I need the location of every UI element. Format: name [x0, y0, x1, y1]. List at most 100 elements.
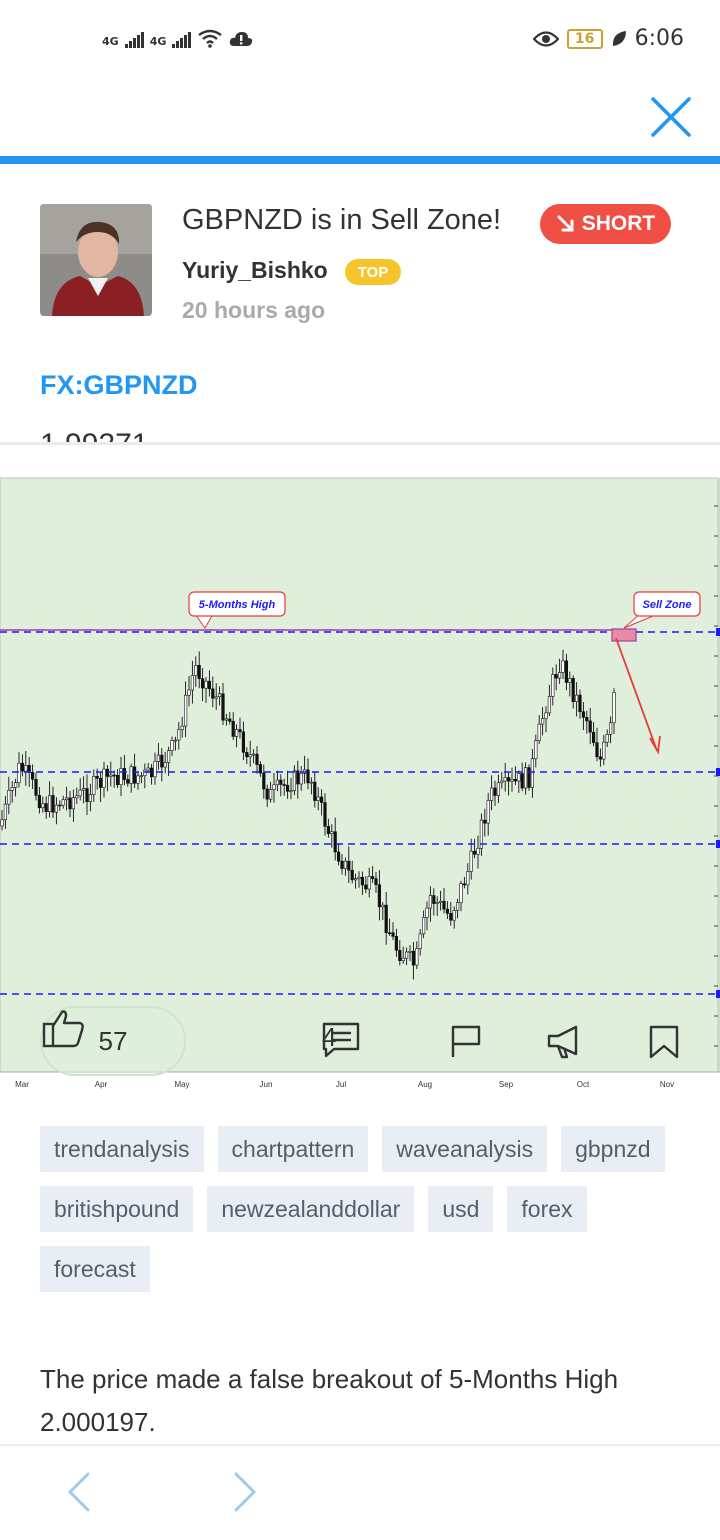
close-icon[interactable]	[648, 94, 694, 140]
candle-body	[51, 795, 55, 813]
candle-body	[343, 860, 348, 869]
candle-body	[612, 692, 616, 724]
candle-body	[333, 831, 337, 853]
tag-chartpattern[interactable]: chartpattern	[217, 1126, 369, 1172]
candle-body	[99, 777, 103, 788]
network-type-1: 4G	[102, 35, 119, 48]
candle-body	[30, 772, 35, 780]
callout-5-months-high-pointer	[194, 613, 214, 629]
candle-body	[163, 762, 167, 768]
candle-body	[136, 775, 140, 784]
tag-gbpnzd[interactable]: gbpnzd	[561, 1126, 665, 1172]
candle-body	[143, 769, 147, 777]
tag-newzealanddollar[interactable]: newzealanddollar	[207, 1186, 415, 1232]
x-tick-label: May	[174, 1080, 189, 1089]
candle-body	[435, 902, 439, 904]
level-marker	[716, 840, 720, 848]
candle-body	[275, 779, 280, 786]
candle-body	[438, 900, 443, 903]
leaf-icon	[612, 30, 626, 46]
candle-body	[605, 734, 609, 743]
candle-body	[503, 777, 507, 782]
candle-body	[428, 895, 433, 909]
candle-body	[394, 936, 399, 951]
candle-body	[146, 767, 150, 771]
tag-trendanalysis[interactable]: trendanalysis	[40, 1126, 204, 1172]
avatar[interactable]	[40, 204, 152, 316]
tag-waveanalysis[interactable]: waveanalysis	[382, 1126, 548, 1172]
candle-body	[65, 797, 69, 801]
candle-body	[384, 904, 388, 933]
status-bar: 4G 4G 16 6:06	[0, 0, 720, 84]
candle-body	[173, 739, 178, 742]
network-type-2: 4G	[149, 35, 167, 48]
candle-body	[265, 788, 269, 800]
system-indicators: 16 6:06	[532, 26, 684, 51]
symbol-link[interactable]: FX:GBPNZD	[40, 370, 198, 400]
candle-body	[258, 764, 263, 774]
candle-body	[330, 831, 334, 834]
author-name[interactable]: Yuriy_Bishko	[182, 257, 328, 283]
candle-body	[88, 794, 92, 802]
battery-level: 16	[574, 30, 595, 47]
candle-body	[462, 883, 467, 886]
like-button[interactable]: 57	[40, 1006, 186, 1076]
sell-zone-box	[611, 628, 637, 642]
candle-body	[578, 694, 582, 713]
x-tick-label: Aug	[418, 1080, 432, 1089]
candle-body	[14, 782, 18, 788]
chart[interactable]: 5-Months High Sell Zone Mar Apr May Jun Jul Aug…	[0, 476, 720, 1096]
candle-body	[228, 718, 232, 722]
short-label: SHORT	[581, 212, 656, 235]
candle-body	[442, 900, 446, 910]
candle-body	[500, 780, 504, 784]
candle-body	[350, 869, 354, 881]
candle-body	[231, 720, 235, 737]
top-bar	[0, 84, 720, 156]
short-badge[interactable]: SHORT	[540, 204, 671, 244]
chevron-right-icon[interactable]	[224, 1470, 264, 1514]
candle-body	[47, 795, 52, 812]
level-marker	[716, 628, 720, 636]
candle-body	[561, 660, 565, 673]
tag-britishpound[interactable]: britishpound	[40, 1186, 194, 1232]
comments-button[interactable]: 4	[322, 1022, 360, 1058]
candle-body	[472, 850, 477, 855]
comment-icon	[322, 1022, 360, 1058]
bookmark-icon[interactable]	[648, 1024, 680, 1060]
x-tick-label: Jun	[260, 1080, 273, 1089]
chevron-left-icon[interactable]	[60, 1470, 100, 1514]
x-tick-label: Nov	[660, 1080, 674, 1089]
candle-body	[238, 729, 242, 733]
candle-body	[211, 688, 215, 699]
candle-body	[408, 950, 412, 953]
candle-body	[272, 784, 276, 790]
candle-body	[479, 819, 484, 849]
candle-body	[167, 750, 171, 763]
candle-body	[476, 847, 480, 855]
candle-body	[194, 665, 198, 676]
like-count: 57	[98, 1025, 128, 1056]
idea-title: GBPNZD is in Sell Zone!	[182, 204, 502, 236]
candle-body	[588, 720, 592, 733]
candle-body	[421, 917, 426, 935]
candle-body	[10, 787, 14, 791]
candle-body	[510, 778, 514, 782]
candle-body	[316, 796, 320, 801]
clock: 6:06	[634, 26, 684, 51]
flag-icon[interactable]	[450, 1024, 482, 1058]
candle-body	[285, 784, 290, 792]
candle-body	[469, 850, 473, 872]
candle-body	[116, 775, 120, 786]
tag-forex[interactable]: forex	[507, 1186, 587, 1232]
published-time: 20 hours ago	[182, 297, 326, 323]
candle-body	[207, 680, 212, 690]
megaphone-icon[interactable]	[546, 1024, 582, 1060]
candle-body	[119, 768, 123, 786]
tag-usd[interactable]: usd	[428, 1186, 494, 1232]
candle-body	[370, 876, 375, 879]
price-chart: 5-Months High Sell Zone Mar Apr May Jun Jul Aug…	[0, 476, 720, 1096]
candle-body	[75, 795, 79, 799]
candle-body	[455, 902, 460, 911]
tag-forecast[interactable]: forecast	[40, 1246, 150, 1292]
